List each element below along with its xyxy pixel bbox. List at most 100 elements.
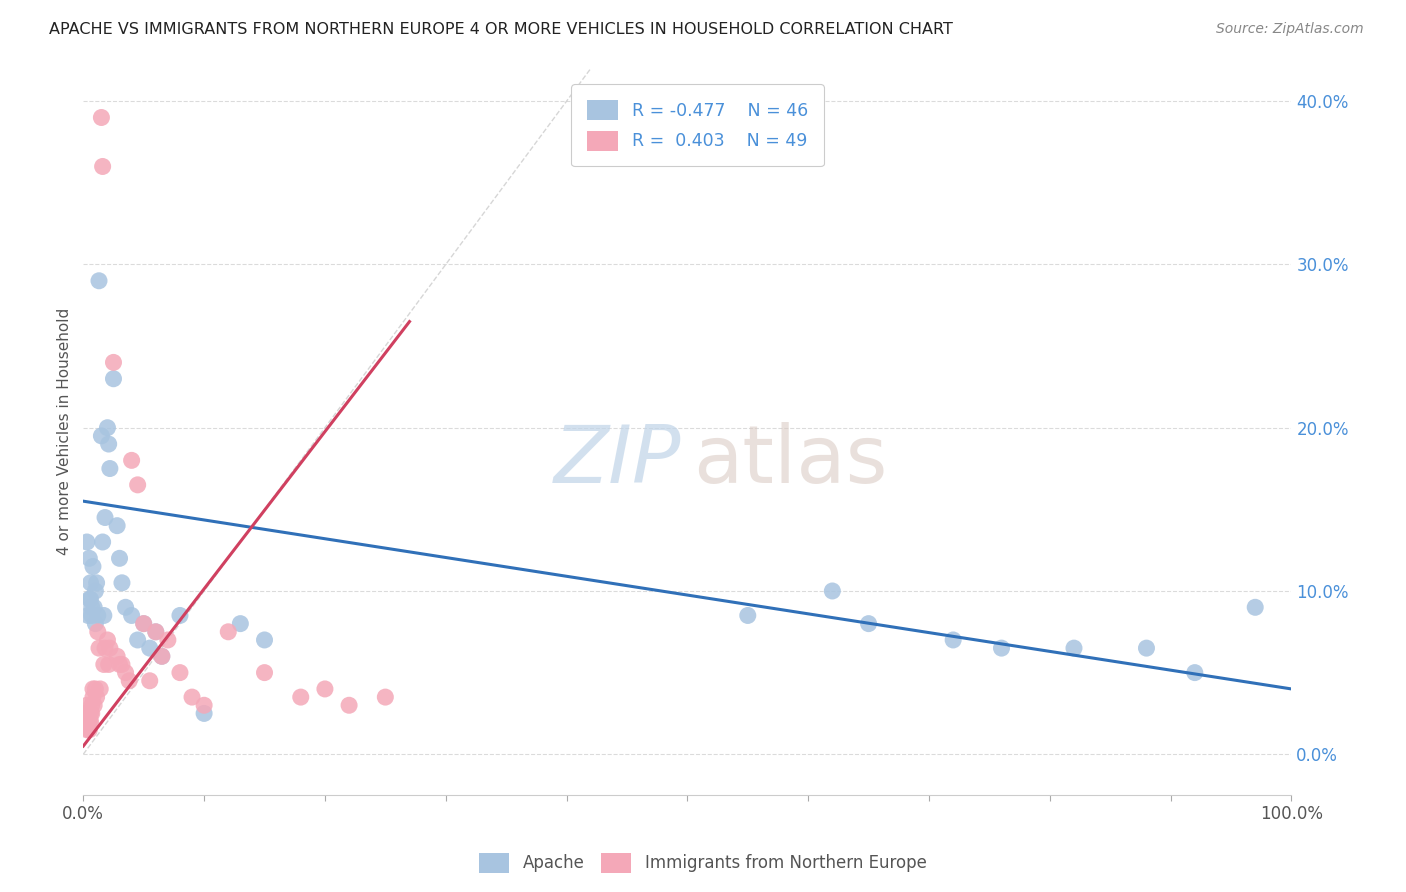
Point (96, 632, 118, 647)
Point (193, 698, 215, 713)
Point (94, 641, 117, 656)
Point (90, 111, 112, 125)
Point (108, 657, 131, 672)
Point (93, 657, 115, 672)
Point (75, 706, 97, 721)
Point (91, 535, 114, 549)
Point (97, 657, 120, 672)
Point (86, 575, 108, 590)
Point (82, 690, 104, 705)
Point (108, 551, 131, 566)
Point (374, 690, 396, 705)
Point (111, 657, 134, 672)
Point (91, 160, 114, 174)
Text: Source: ZipAtlas.com: Source: ZipAtlas.com (1216, 22, 1364, 37)
Point (84, 616, 107, 631)
Point (80, 600, 103, 615)
Point (79, 575, 101, 590)
Point (82, 559, 104, 574)
Point (139, 673, 162, 688)
Legend: Apache, Immigrants from Northern Europe: Apache, Immigrants from Northern Europe (472, 847, 934, 880)
Point (193, 706, 215, 721)
Point (76, 535, 98, 549)
Legend: R = -0.477    N = 46, R =  0.403    N = 49: R = -0.477 N = 46, R = 0.403 N = 49 (571, 85, 824, 166)
Point (105, 649, 128, 664)
Point (87, 641, 110, 656)
Point (150, 649, 173, 664)
Point (79, 592, 101, 607)
Point (103, 372, 125, 386)
Point (990, 641, 1012, 656)
Point (858, 616, 880, 631)
Point (737, 608, 759, 623)
Point (111, 575, 134, 590)
Point (77, 608, 100, 623)
Point (77, 714, 100, 729)
Point (139, 641, 162, 656)
Point (79, 706, 101, 721)
Point (127, 632, 149, 647)
Point (105, 518, 128, 533)
Point (90, 429, 112, 443)
Point (145, 624, 167, 639)
Point (181, 690, 204, 705)
Point (229, 616, 252, 631)
Point (97, 437, 120, 451)
Point (84, 681, 107, 696)
Point (253, 632, 276, 647)
Point (79, 714, 101, 729)
Point (132, 616, 155, 631)
Point (94, 510, 117, 524)
Text: atlas: atlas (693, 422, 887, 500)
Point (253, 665, 276, 680)
Point (98, 461, 121, 475)
Point (76, 698, 98, 713)
Point (82, 681, 104, 696)
Point (87, 608, 110, 623)
Text: ZIP: ZIP (554, 422, 682, 500)
Point (80, 608, 103, 623)
Point (79, 551, 101, 566)
Point (821, 584, 844, 599)
Point (169, 665, 191, 680)
Point (96, 420, 118, 434)
Point (942, 632, 965, 647)
Point (1063, 641, 1085, 656)
Point (79, 723, 101, 737)
Point (156, 632, 179, 647)
Point (150, 649, 173, 664)
Point (89, 681, 111, 696)
Point (87, 274, 110, 288)
Point (98, 641, 121, 656)
Point (84, 584, 107, 599)
Point (114, 600, 136, 615)
Point (121, 608, 143, 623)
Point (80, 706, 103, 721)
Point (79, 592, 101, 607)
Point (127, 478, 149, 492)
Point (1135, 641, 1157, 656)
Point (121, 453, 143, 467)
Point (83, 698, 105, 713)
Point (132, 616, 155, 631)
Point (1244, 600, 1267, 615)
Point (76, 723, 98, 737)
Text: APACHE VS IMMIGRANTS FROM NORTHERN EUROPE 4 OR MORE VEHICLES IN HOUSEHOLD CORREL: APACHE VS IMMIGRANTS FROM NORTHERN EUROP… (49, 22, 953, 37)
Point (77, 706, 100, 721)
Point (93, 608, 115, 623)
Y-axis label: 4 or more Vehicles in Household: 4 or more Vehicles in Household (58, 308, 72, 556)
Point (145, 624, 167, 639)
Point (103, 355, 125, 369)
Point (73, 714, 96, 729)
Point (80, 698, 103, 713)
Point (79, 714, 101, 729)
Point (83, 600, 105, 615)
Point (87, 624, 110, 639)
Point (169, 608, 191, 623)
Point (337, 698, 360, 713)
Point (114, 665, 136, 680)
Point (118, 673, 141, 688)
Point (86, 690, 108, 705)
Point (314, 681, 336, 696)
Point (217, 624, 239, 639)
